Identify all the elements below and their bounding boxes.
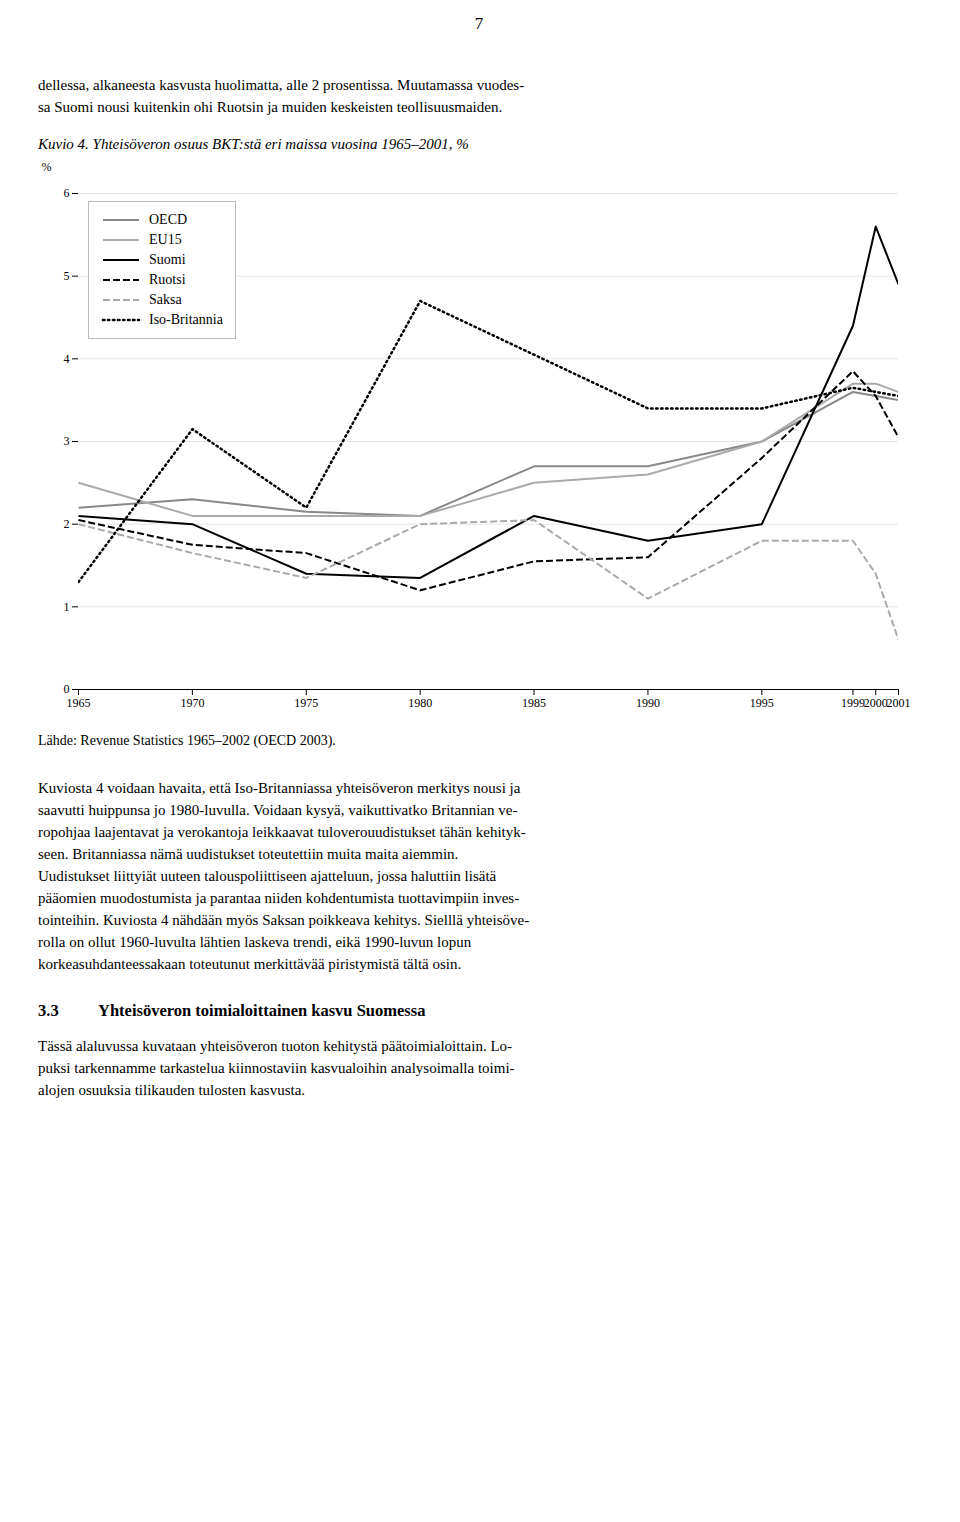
svg-text:3: 3 (64, 434, 70, 448)
html-text:7: 7 (474, 14, 484, 33)
html-text:Uudistukset liittyiät uuteen t: Uudistukset liittyiät uuteen talouspolii… (38, 868, 497, 884)
svg-text:%: % (42, 160, 52, 174)
html-text:alojen osuuksia tilikauden tul: alojen osuuksia tilikauden tulosten kasv… (38, 1082, 305, 1098)
html-text:Tässä alaluvussa kuvataan yhte: Tässä alaluvussa kuvataan yhteisöveron t… (38, 1038, 512, 1054)
html-text:dellessa, alkaneesta kasvusta: dellessa, alkaneesta kasvusta huolimatta… (38, 77, 525, 93)
html-text:Lähde: Revenue Statistics 1965: Lähde: Revenue Statistics 1965–2002 (OEC… (38, 733, 336, 748)
html-text:OECD: OECD (149, 212, 188, 227)
svg-text:1970: 1970 (180, 696, 204, 710)
html-text:tointeihin. Kuviosta 4 nähdään: tointeihin. Kuviosta 4 nähdään myös Saks… (38, 912, 530, 928)
svg-text:6: 6 (64, 186, 70, 200)
html-text:Suomi: Suomi (149, 252, 186, 267)
html-text:EU15: EU15 (149, 232, 182, 247)
svg-text:1995: 1995 (750, 696, 774, 710)
svg-text:1: 1 (64, 600, 70, 614)
html-text:rolla on ollut 1960-luvulta lä: rolla on ollut 1960-luvulta lähtien lask… (38, 934, 472, 950)
html-text:seen. Britanniassa nämä uudist: seen. Britanniassa nämä uudistukset tote… (38, 846, 459, 862)
html-text:saavutti huippunsa jo 1980-luv: saavutti huippunsa jo 1980-luvulla. Void… (38, 802, 518, 818)
svg-text:1965: 1965 (67, 696, 91, 710)
html-text:Kuvio 4. Yhteisöveron osuus BK: Kuvio 4. Yhteisöveron osuus BKT:stä eri … (38, 136, 469, 152)
html-text:puksi tarkennamme tarkastelua: puksi tarkennamme tarkastelua kiinnostav… (38, 1060, 515, 1076)
svg-text:1975: 1975 (294, 696, 318, 710)
html-text:sa Suomi nousi kuitenkin ohi R: sa Suomi nousi kuitenkin ohi Ruotsin ja … (38, 99, 503, 115)
svg-text:2: 2 (64, 517, 70, 531)
svg-text:1990: 1990 (636, 696, 660, 710)
html-text:Saksa: Saksa (149, 292, 182, 307)
html-text:Ruotsi: Ruotsi (149, 272, 186, 287)
svg-text:2001: 2001 (887, 696, 911, 710)
html-text:korkeasuhdanteessakaan toteutu: korkeasuhdanteessakaan toteutunut merkit… (38, 956, 462, 972)
html-text:ropohjaa laajentavat ja veroka: ropohjaa laajentavat ja verokantoja leik… (38, 824, 526, 840)
html-text:3.3: 3.3 (38, 1001, 59, 1020)
html-text:Iso-Britannia: Iso-Britannia (149, 312, 223, 327)
html-text:pääomien muodostumista ja para: pääomien muodostumista ja parantaa niide… (38, 890, 520, 906)
svg-text:1985: 1985 (522, 696, 546, 710)
svg-text:1999: 1999 (841, 696, 865, 710)
svg-text:5: 5 (64, 269, 70, 283)
svg-text:2000: 2000 (864, 696, 888, 710)
svg-text:0: 0 (64, 682, 70, 696)
html-text:Yhteisöveron toimialoittainen: Yhteisöveron toimialoittainen kasvu Suom… (98, 1001, 426, 1020)
svg-text:1980: 1980 (408, 696, 432, 710)
svg-text:4: 4 (64, 352, 70, 366)
html-text:Kuviosta 4 voidaan havaita, et: Kuviosta 4 voidaan havaita, että Iso-Bri… (38, 780, 521, 796)
